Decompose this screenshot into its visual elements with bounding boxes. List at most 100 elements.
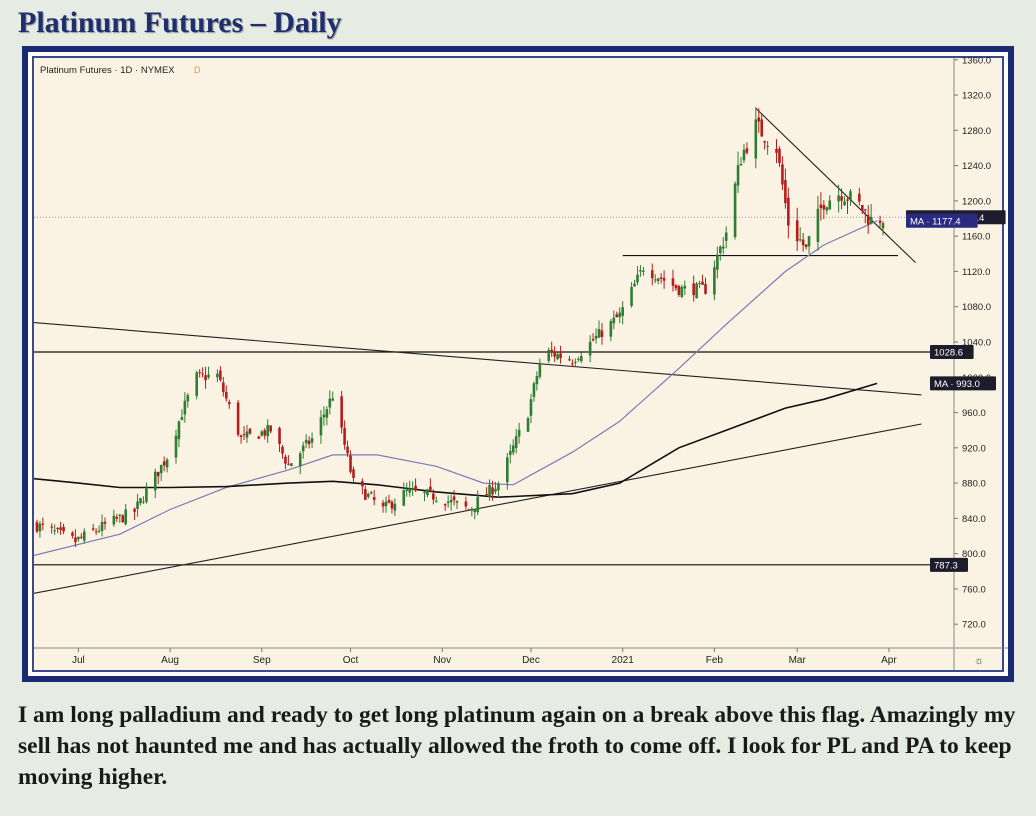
price-tag <box>930 345 974 360</box>
candle-body <box>269 425 272 432</box>
candle-body <box>615 314 619 318</box>
candle-body <box>571 363 574 365</box>
candle-body <box>59 527 62 530</box>
candle-body <box>579 356 583 362</box>
y-tick-label: 1360.0 <box>962 55 991 66</box>
candle-body <box>683 285 687 289</box>
candle-body <box>393 503 397 511</box>
candle-body <box>446 501 450 504</box>
candle-body <box>795 220 799 242</box>
candle-body <box>97 530 101 532</box>
candle-body <box>662 277 666 281</box>
candle-body <box>74 537 77 543</box>
candle-body <box>467 509 471 511</box>
candle-body <box>429 486 432 490</box>
candle-body <box>325 409 329 418</box>
candle-body <box>352 469 355 479</box>
candle-body <box>290 463 293 467</box>
candle-body <box>822 205 826 210</box>
candle-body <box>287 463 290 465</box>
candle-body <box>674 284 678 289</box>
candle-body <box>198 372 201 374</box>
candle-body <box>435 500 438 502</box>
candle-body <box>508 450 512 456</box>
candle-body <box>145 488 148 502</box>
y-tick-label: 1280.0 <box>962 126 991 137</box>
candle-body <box>671 278 675 286</box>
candle-body <box>369 492 373 494</box>
y-tick-label: 1040.0 <box>962 337 991 348</box>
candle-body <box>843 201 846 206</box>
candle-body <box>91 528 95 530</box>
candle-body <box>322 414 326 418</box>
x-tick-label: Oct <box>343 655 359 666</box>
candle-body <box>659 277 663 279</box>
candle-body <box>724 232 728 241</box>
candle-body <box>766 145 769 147</box>
candle-body <box>704 284 707 294</box>
candle-body <box>736 165 740 186</box>
candle-body <box>53 530 57 532</box>
x-tick-label: Sep <box>253 655 271 666</box>
candle-body <box>133 508 136 512</box>
candle-body <box>849 191 852 201</box>
candle-body <box>858 193 861 202</box>
candle-body <box>464 501 468 507</box>
candle-body <box>506 457 509 483</box>
candle-body <box>526 418 530 432</box>
candle-body <box>71 532 74 536</box>
price-tag-label: MA · 993.0 <box>934 379 980 390</box>
candle-body <box>473 508 477 513</box>
candle-body <box>35 522 39 532</box>
candle-body <box>381 502 385 507</box>
candle-body <box>142 501 145 503</box>
candle-body <box>340 396 343 428</box>
candle-body <box>361 481 364 487</box>
x-tick-label: Dec <box>522 655 540 666</box>
candle-body <box>597 329 601 338</box>
candle-body <box>174 435 178 458</box>
candle-body <box>866 214 870 225</box>
candle-body <box>760 119 764 137</box>
candle-body <box>414 485 417 491</box>
candle-body <box>494 488 497 492</box>
candle-body <box>745 148 749 153</box>
candle-body <box>642 270 645 272</box>
moving-average-line <box>34 220 878 556</box>
candle-body <box>121 515 125 523</box>
candle-body <box>118 514 122 516</box>
candlestick-chart[interactable]: Platinum Futures · 1D · NYMEX D 1360.0 1320… <box>0 0 1036 700</box>
candle-body <box>298 453 302 467</box>
y-tick-label: 1200.0 <box>962 196 991 207</box>
candle-body <box>787 197 790 226</box>
candle-body <box>156 471 160 477</box>
candle-body <box>804 244 808 248</box>
candle-body <box>82 531 86 541</box>
candle-body <box>754 119 758 159</box>
candle-body <box>816 208 820 242</box>
candle-body <box>532 383 536 397</box>
candle-body <box>227 402 231 405</box>
candle-body <box>698 283 701 285</box>
candle-body <box>165 459 169 468</box>
candle-body <box>695 283 698 299</box>
trendline <box>755 107 916 263</box>
candle-body <box>319 417 323 436</box>
candle-body <box>529 399 533 416</box>
candle-body <box>612 317 616 324</box>
page-title: Platinum Futures – Daily <box>18 6 342 39</box>
candle-body <box>222 382 225 393</box>
candle-body <box>310 438 314 443</box>
candle-body <box>517 429 521 437</box>
candle-body <box>497 483 500 491</box>
candle-body <box>239 435 243 438</box>
candle-body <box>204 375 207 381</box>
chart-symbol-header: Platinum Futures · 1D · NYMEX <box>40 65 175 76</box>
candle-body <box>278 427 281 445</box>
candle-body <box>153 471 157 491</box>
candle-body <box>680 287 684 297</box>
y-tick-label: 1080.0 <box>962 302 991 313</box>
candle-body <box>38 523 42 532</box>
candle-body <box>411 488 414 490</box>
candle-body <box>455 500 459 503</box>
